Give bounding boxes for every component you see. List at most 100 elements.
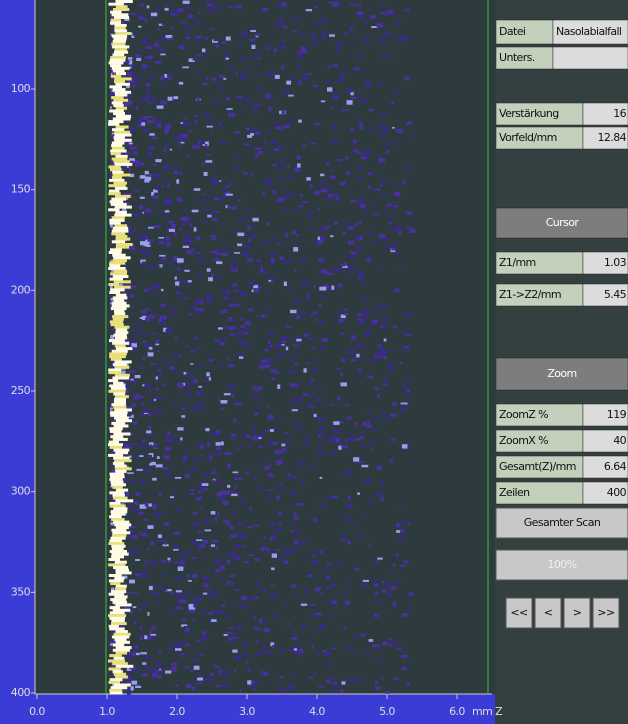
speckle: [162, 318, 164, 322]
speckle: [159, 651, 161, 654]
speckle: [143, 603, 147, 607]
speckle: [279, 159, 284, 162]
echo-band: [112, 403, 126, 406]
speckle: [327, 87, 332, 91]
speckle: [226, 58, 230, 60]
speckle: [134, 342, 137, 344]
speckle: [356, 535, 363, 537]
speckle: [341, 383, 348, 387]
speckle: [160, 304, 166, 306]
speckle: [235, 589, 239, 591]
nav-button-label[interactable]: <: [544, 606, 553, 619]
echo-band: [115, 163, 133, 166]
speckle: [307, 294, 310, 298]
speckle: [145, 503, 149, 507]
speckle: [333, 2, 339, 7]
speckle: [192, 512, 198, 514]
speckle: [211, 619, 217, 622]
speckle: [135, 559, 140, 561]
speckle: [149, 563, 156, 566]
echo-band: [116, 294, 127, 297]
speckle: [243, 143, 249, 145]
speckle: [387, 594, 392, 598]
speckle: [224, 616, 230, 619]
speckle: [142, 235, 148, 240]
echo-band: [111, 590, 126, 593]
field-value: 119: [607, 408, 627, 421]
full-scan-button-label[interactable]: Gesamter Scan: [524, 516, 601, 529]
speckle: [277, 486, 282, 489]
speckle: [143, 340, 147, 343]
speckle: [257, 396, 260, 399]
speckle: [150, 363, 155, 365]
speckle: [152, 637, 154, 640]
speckle: [263, 547, 267, 550]
nav-button-label[interactable]: <<: [510, 606, 528, 619]
speckle: [301, 481, 304, 485]
speckle: [173, 642, 178, 645]
speckle: [167, 126, 171, 128]
speckle: [235, 403, 241, 405]
speckle: [180, 553, 183, 556]
echo-band: [111, 483, 126, 486]
nav-button-label[interactable]: >: [573, 606, 582, 619]
speckle: [142, 357, 145, 360]
speckle: [226, 37, 231, 41]
speckle: [188, 580, 192, 582]
speckle: [243, 546, 246, 548]
speckle: [165, 128, 170, 132]
speckle: [243, 332, 249, 334]
speckle: [144, 565, 147, 568]
speckle: [393, 326, 397, 329]
speckle: [185, 7, 190, 10]
speckle: [271, 568, 274, 571]
screen: DateiNasolabialfallUnters.Verstärkung16V…: [0, 0, 628, 724]
speckle: [341, 445, 347, 448]
echo-band: [109, 219, 124, 222]
speckle: [136, 106, 138, 110]
speckle: [187, 156, 190, 158]
nav-button-label[interactable]: >>: [597, 606, 615, 619]
speckle: [232, 650, 237, 653]
speckle: [175, 561, 177, 564]
speckle: [137, 75, 141, 79]
speckle: [211, 177, 216, 181]
speckle: [158, 237, 164, 239]
speckle: [306, 362, 310, 364]
speckle: [194, 17, 198, 19]
speckle: [169, 501, 174, 503]
speckle: [247, 526, 253, 529]
echo-band: [110, 56, 126, 59]
speckle: [247, 669, 251, 672]
speckle: [222, 684, 228, 688]
speckle: [126, 492, 129, 496]
speckle: [198, 258, 204, 261]
speckle: [386, 216, 393, 218]
speckle: [237, 154, 239, 158]
speckle: [164, 574, 167, 577]
speckle: [271, 275, 274, 279]
speckle: [158, 47, 165, 50]
speckle: [175, 277, 177, 280]
speckle: [221, 400, 228, 403]
speckle: [376, 352, 383, 356]
speckle: [151, 137, 158, 139]
speckle: [278, 512, 283, 515]
speckle: [379, 194, 386, 196]
speckle: [234, 637, 239, 639]
speckle: [130, 246, 136, 251]
speckle: [141, 310, 146, 314]
speckle: [360, 357, 362, 361]
echo-band: [112, 35, 127, 38]
speckle: [136, 58, 141, 61]
speckle: [261, 359, 268, 363]
speckle: [255, 154, 258, 157]
speckle: [248, 238, 250, 242]
speckle: [153, 445, 159, 448]
echo-band: [113, 462, 124, 465]
speckle: [217, 492, 221, 496]
speckle: [178, 190, 182, 192]
speckle: [318, 434, 321, 438]
speckle: [225, 452, 232, 455]
speckle: [318, 208, 320, 211]
